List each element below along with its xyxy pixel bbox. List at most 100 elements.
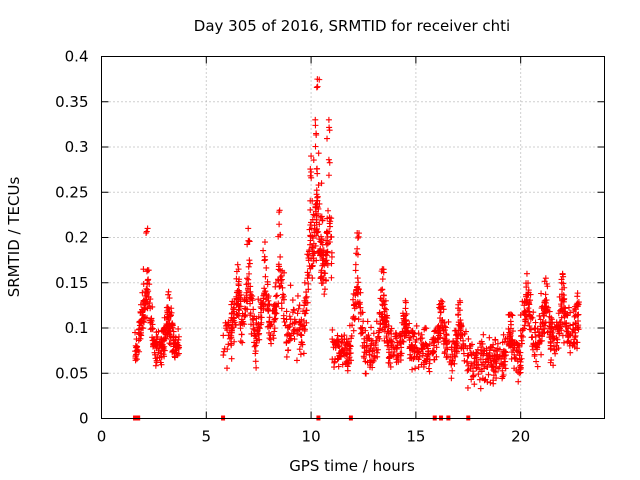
data-point bbox=[247, 310, 254, 317]
data-point bbox=[277, 267, 284, 274]
data-point bbox=[538, 326, 545, 333]
data-point bbox=[330, 344, 337, 351]
data-point bbox=[344, 355, 351, 362]
data-point bbox=[347, 343, 354, 350]
data-point bbox=[368, 337, 375, 344]
data-point bbox=[247, 300, 254, 307]
data-point bbox=[507, 311, 514, 318]
data-point bbox=[244, 285, 251, 292]
data-point bbox=[328, 249, 335, 256]
data-point bbox=[349, 322, 356, 329]
data-point bbox=[251, 343, 258, 350]
data-point bbox=[455, 312, 462, 319]
data-point bbox=[336, 352, 343, 359]
data-point bbox=[473, 349, 480, 356]
data-point bbox=[571, 313, 578, 320]
data-point bbox=[283, 353, 290, 360]
data-point bbox=[499, 375, 506, 382]
data-point bbox=[357, 324, 364, 331]
data-point bbox=[228, 355, 235, 362]
data-point bbox=[342, 342, 349, 349]
data-point bbox=[170, 347, 177, 354]
data-point bbox=[482, 376, 489, 383]
data-point bbox=[250, 306, 257, 313]
data-point bbox=[506, 329, 513, 336]
data-point bbox=[144, 225, 151, 232]
data-point bbox=[355, 286, 362, 293]
data-point bbox=[483, 356, 490, 363]
data-point bbox=[536, 312, 543, 319]
data-point bbox=[276, 221, 283, 228]
data-point bbox=[328, 260, 335, 267]
data-point bbox=[521, 322, 528, 329]
data-point bbox=[298, 332, 305, 339]
data-point bbox=[303, 307, 310, 314]
data-point bbox=[354, 234, 361, 241]
data-point bbox=[397, 357, 404, 364]
data-point bbox=[309, 252, 316, 259]
data-point bbox=[277, 231, 284, 238]
data-point bbox=[241, 296, 248, 303]
data-point bbox=[556, 319, 563, 326]
data-point bbox=[518, 332, 525, 339]
data-point bbox=[239, 339, 246, 346]
data-point bbox=[283, 308, 290, 315]
data-point bbox=[532, 329, 539, 336]
data-point bbox=[149, 303, 156, 310]
data-point bbox=[419, 346, 426, 353]
data-point bbox=[478, 338, 485, 345]
data-point bbox=[140, 315, 147, 322]
data-point bbox=[355, 233, 362, 240]
data-point bbox=[420, 363, 427, 370]
data-point bbox=[317, 245, 324, 252]
data-point bbox=[499, 367, 506, 374]
data-point bbox=[331, 364, 338, 371]
data-point bbox=[460, 350, 467, 357]
data-point bbox=[541, 305, 548, 312]
data-point bbox=[507, 330, 514, 337]
data-point bbox=[555, 345, 562, 352]
data-point bbox=[456, 297, 463, 304]
data-point bbox=[175, 333, 182, 340]
data-point bbox=[450, 338, 457, 345]
data-point bbox=[368, 324, 375, 331]
data-point bbox=[251, 313, 258, 320]
data-point bbox=[152, 355, 159, 362]
data-point bbox=[284, 331, 291, 338]
data-point bbox=[313, 187, 320, 194]
data-point bbox=[159, 344, 166, 351]
data-point bbox=[308, 174, 315, 181]
data-point bbox=[354, 291, 361, 298]
data-point bbox=[474, 346, 481, 353]
data-point bbox=[525, 311, 532, 318]
data-point bbox=[324, 261, 331, 268]
data-point bbox=[546, 313, 553, 320]
data-point bbox=[523, 270, 530, 277]
data-point bbox=[464, 367, 471, 374]
data-point bbox=[515, 378, 522, 385]
data-point bbox=[457, 335, 464, 342]
data-point bbox=[542, 299, 549, 306]
data-point bbox=[314, 83, 321, 90]
data-point bbox=[236, 276, 243, 283]
data-point bbox=[417, 335, 424, 342]
data-point bbox=[347, 350, 354, 357]
data-point bbox=[540, 330, 547, 337]
data-point bbox=[291, 336, 298, 343]
data-point bbox=[490, 380, 497, 387]
data-point bbox=[260, 306, 267, 313]
data-point bbox=[289, 297, 296, 304]
data-point bbox=[359, 330, 366, 336]
x-tick-label: 5 bbox=[202, 428, 212, 446]
data-point bbox=[294, 310, 301, 317]
data-point bbox=[379, 276, 386, 283]
data-point bbox=[140, 298, 147, 305]
data-point bbox=[245, 263, 252, 270]
data-point bbox=[263, 296, 270, 303]
data-point bbox=[318, 280, 325, 287]
data-point bbox=[398, 344, 405, 351]
data-point bbox=[524, 296, 531, 303]
data-point bbox=[394, 342, 401, 349]
data-point bbox=[307, 265, 314, 272]
data-point bbox=[457, 321, 464, 328]
